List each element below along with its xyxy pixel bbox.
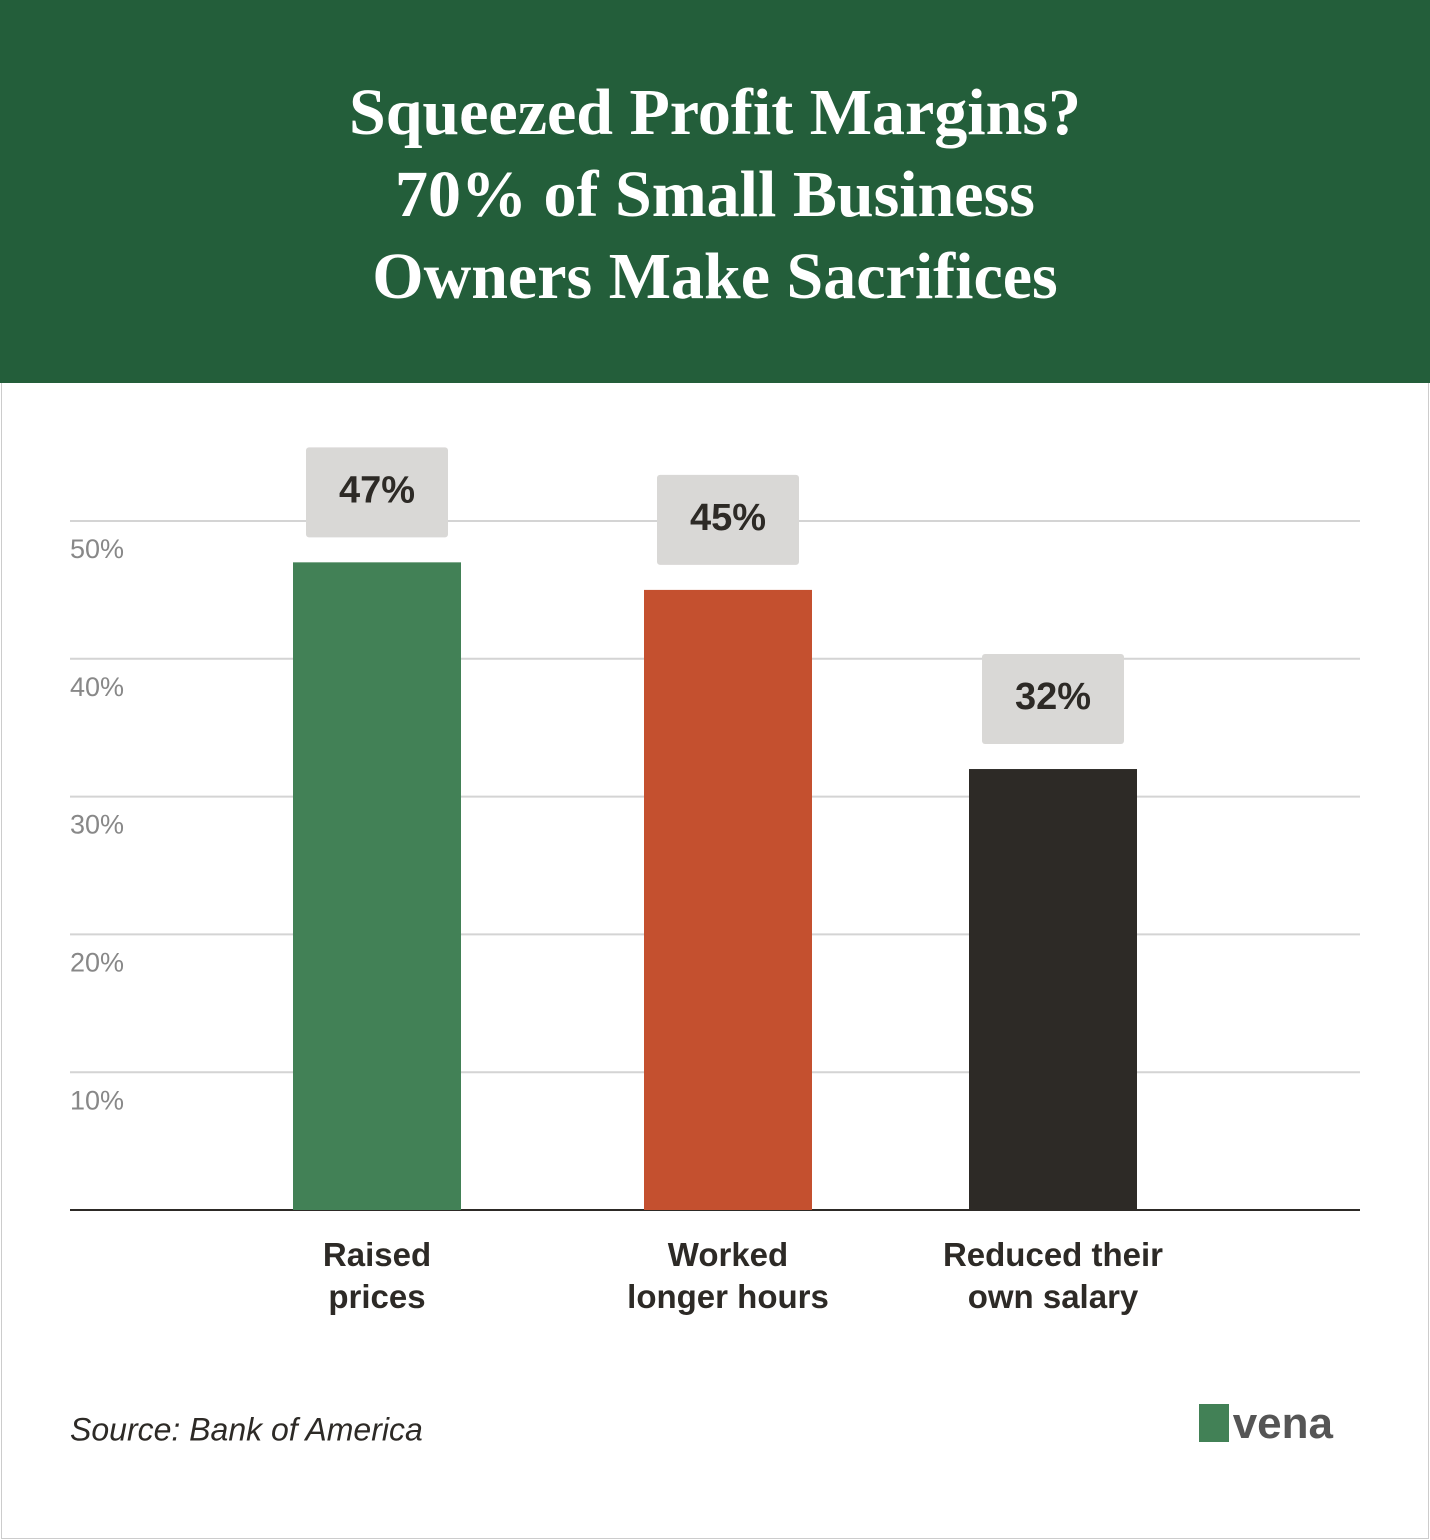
x-tick-label: Worked longer hours [627, 1236, 829, 1315]
value-label-box [982, 654, 1124, 745]
x-tick-label: Raised prices [322, 1236, 432, 1315]
logo-mark [1199, 1404, 1229, 1442]
value-label: 47% [339, 469, 415, 511]
chart-frame [1, 383, 1429, 1539]
x-tick-label: Reduced their own salary [942, 1236, 1164, 1315]
bar [644, 589, 812, 1210]
chart-title: Squeezed Profit Margins? 70% of Small Bu… [348, 76, 1082, 313]
value-label: 32% [1015, 676, 1091, 718]
value-label-box [657, 474, 799, 565]
value-label-box [306, 447, 448, 538]
y-tick-label: 40% [70, 672, 124, 702]
y-tick-label: 50% [70, 534, 124, 564]
bar [293, 562, 461, 1210]
header: Squeezed Profit Margins? 70% of Small Bu… [0, 0, 1430, 383]
y-tick-label: 30% [70, 810, 124, 840]
value-label: 45% [690, 497, 766, 539]
bar [969, 769, 1137, 1210]
y-tick-label: 20% [70, 948, 124, 978]
logo: vena [1233, 1399, 1334, 1448]
source: Source: Bank of America [70, 1411, 423, 1447]
y-tick-label: 10% [70, 1085, 124, 1115]
